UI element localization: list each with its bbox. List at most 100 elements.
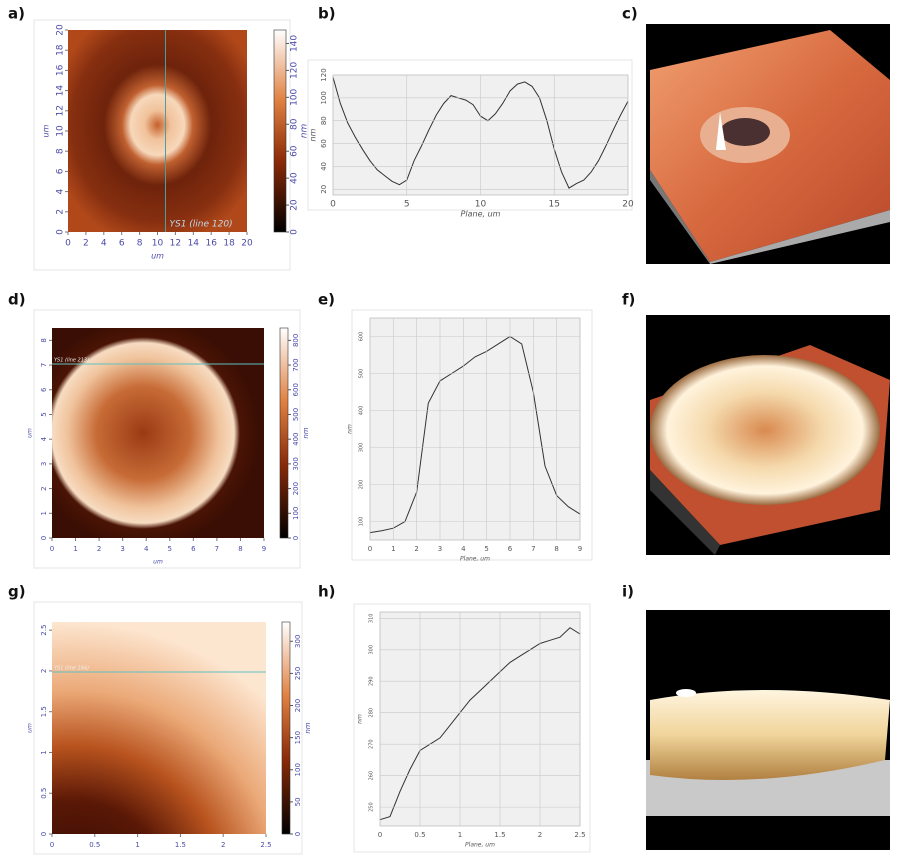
annotation: YS1 (line 213)	[54, 358, 89, 364]
x-tick-label: 3	[438, 545, 442, 553]
x-tick-label: 1	[391, 545, 395, 553]
y-tick-label: 2	[56, 209, 66, 215]
y-tick-label: 2	[40, 486, 48, 490]
panel-label: e)	[318, 291, 335, 309]
x-axis-label: um	[153, 559, 163, 566]
y-tick-label: 310	[369, 614, 375, 624]
x-tick-label: 0	[368, 545, 372, 553]
panel-label: f)	[622, 291, 635, 309]
colorbar-tick-label: 100	[290, 88, 300, 105]
annotation: YS1 (line 184)	[54, 666, 89, 672]
y-tick-label: 20	[320, 185, 328, 194]
x-tick-label: 7	[531, 545, 535, 553]
x-tick-label: 4	[101, 239, 107, 249]
height-map	[68, 30, 247, 232]
y-tick-label: 80	[320, 116, 328, 125]
y-tick-label: 6	[56, 168, 66, 174]
x-tick-label: 10	[475, 200, 487, 210]
y-tick-label: 1.5	[40, 706, 48, 717]
y-tick-label: 300	[369, 645, 375, 655]
panel-label: i)	[622, 583, 634, 601]
y-tick-label: 120	[320, 68, 328, 81]
y-tick-label: 60	[320, 139, 328, 148]
y-tick-label: 1	[40, 750, 48, 754]
x-tick-label: 2	[414, 545, 418, 553]
y-axis-label: um	[27, 428, 34, 438]
x-tick-label: 10	[152, 239, 164, 249]
x-tick-label: 16	[205, 239, 217, 249]
height-map	[52, 328, 264, 538]
y-tick-label: 8	[40, 338, 48, 342]
colorbar-tick-label: 300	[294, 635, 302, 648]
panel-label: h)	[318, 583, 336, 601]
colorbar-tick-label: 100	[294, 763, 302, 776]
x-tick-label: 1.5	[494, 831, 505, 839]
colorbar-tick-label: 0	[292, 536, 300, 540]
x-tick-label: 0	[378, 831, 382, 839]
y-axis-label: nm	[357, 714, 364, 724]
x-tick-label: 0.5	[414, 831, 425, 839]
colorbar-tick-label: 300	[292, 457, 300, 470]
x-axis-label: um	[151, 252, 164, 261]
colorbar-tick-label: 140	[290, 35, 300, 52]
y-tick-label: 300	[359, 443, 365, 453]
x-tick-label: 5	[484, 545, 488, 553]
x-tick-label: 2	[538, 831, 542, 839]
x-tick-label: 2.5	[574, 831, 585, 839]
x-tick-label: 0	[65, 239, 71, 249]
colorbar-tick-label: 60	[290, 145, 300, 157]
x-tick-label: 9	[262, 545, 266, 553]
colorbar-tick-label: 0	[290, 229, 300, 235]
x-tick-label: 6	[119, 239, 125, 249]
panel-label: g)	[8, 583, 26, 601]
y-axis-label: nm	[347, 424, 354, 434]
x-tick-label: 1	[73, 545, 77, 553]
y-tick-label: 270	[369, 739, 375, 749]
plot-area	[379, 611, 581, 827]
y-tick-label: 6	[40, 387, 48, 392]
x-tick-label: 6	[508, 545, 513, 553]
y-tick-label: 500	[359, 369, 365, 379]
y-tick-label: 12	[56, 105, 66, 116]
x-axis-label: Plane, um	[461, 210, 501, 219]
x-tick-label: 6	[191, 545, 196, 553]
colorbar-tick-label: 250	[294, 667, 302, 680]
colorbar-tick-label: 200	[294, 699, 302, 712]
y-tick-label: 3	[40, 462, 48, 466]
x-axis-label: Plane, um	[460, 556, 490, 563]
y-tick-label: 5	[40, 412, 48, 416]
colorbar-tick-label: 600	[292, 383, 300, 396]
x-tick-label: 2	[221, 841, 225, 849]
colorbar-tick-label: 100	[292, 507, 300, 520]
colorbar	[281, 621, 291, 835]
panel-label: d)	[8, 291, 26, 309]
panel-label: a)	[8, 5, 25, 23]
y-tick-label: 0	[56, 229, 66, 235]
x-tick-label: 0	[330, 200, 336, 210]
colorbar-tick-label: 800	[292, 334, 300, 347]
colorbar-tick-label: 80	[290, 118, 300, 130]
colorbar-tick-label: 20	[290, 199, 300, 211]
y-tick-label: 0.5	[40, 788, 48, 799]
colorbar-label: nm	[300, 124, 310, 139]
x-tick-label: 8	[238, 545, 242, 553]
y-tick-label: 100	[359, 517, 365, 527]
x-tick-label: 0.5	[89, 841, 100, 849]
y-tick-label: 2	[40, 669, 48, 673]
x-tick-label: 5	[168, 545, 172, 553]
y-tick-label: 0	[40, 832, 48, 836]
profile-curve	[379, 627, 581, 821]
annotation: YS1 (line 120)	[170, 220, 233, 230]
colorbar-tick-label: 120	[290, 62, 300, 79]
y-tick-label: 400	[359, 406, 365, 416]
x-tick-label: 8	[137, 239, 143, 249]
x-tick-label: 2	[83, 239, 89, 249]
y-tick-label: 100	[320, 91, 328, 104]
colorbar-tick-label: 40	[290, 172, 300, 184]
x-tick-label: 12	[170, 239, 181, 249]
colorbar-tick-label: 400	[292, 432, 300, 445]
x-tick-label: 2.5	[260, 841, 271, 849]
y-tick-label: 4	[56, 188, 66, 194]
x-tick-label: 5	[404, 200, 410, 210]
